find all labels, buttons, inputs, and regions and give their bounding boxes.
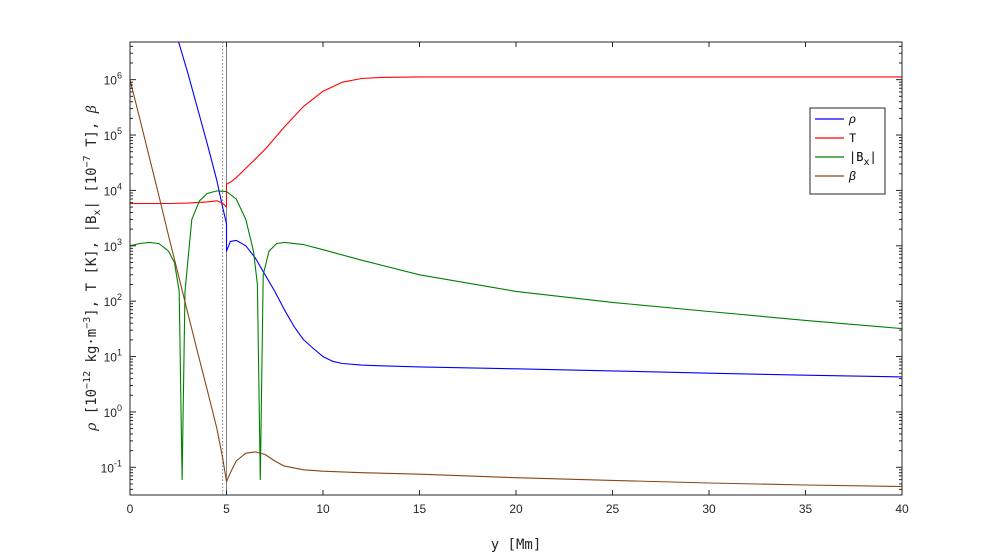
y-axis-label: ρ [10−12 kg·m−3], T [K], |Bx| [10−7 T], … xyxy=(82,105,103,432)
y-tick-label: 106 xyxy=(104,71,122,88)
y-label-rho: ρ xyxy=(84,422,100,432)
x-tick-label: 5 xyxy=(223,502,230,516)
y-label-part-5: ], T [K], |B xyxy=(84,216,100,317)
vertical-markers xyxy=(222,42,227,495)
y-axis-ticks: 10-1 100 101 102 103 104 105 106 xyxy=(101,45,902,490)
y-tick-label: 10-1 xyxy=(101,458,122,475)
x-tick-label: 0 xyxy=(127,502,134,516)
series-line-1 xyxy=(130,76,902,208)
x-tick-label: 35 xyxy=(799,502,813,516)
legend-box xyxy=(809,107,886,195)
legend-label: β xyxy=(848,169,856,183)
series-line-3 xyxy=(130,79,902,488)
y-tick-label: 101 xyxy=(104,348,122,365)
y-tick-label: 105 xyxy=(104,126,122,143)
y-label-part-9: T], xyxy=(84,113,100,155)
plot-area: 0 5 10 15 20 25 30 35 40 10-11001011021031041051… xyxy=(101,41,909,516)
series-line-0 xyxy=(178,42,902,378)
y-label-exp-1: −12 xyxy=(82,371,93,389)
y-label-sub-x: x xyxy=(92,210,103,216)
x-tick-label: 10 xyxy=(316,502,330,516)
legend-label: |Bx| xyxy=(849,150,877,168)
y-tick-label: 104 xyxy=(104,181,122,198)
y-label-exp-2: −3 xyxy=(82,317,93,329)
series-lines xyxy=(130,42,902,488)
y-tick-label: 103 xyxy=(104,237,122,254)
y-label-part-3: kg·m xyxy=(84,329,100,371)
legend-label: T xyxy=(849,131,857,145)
series-line-2 xyxy=(130,190,902,481)
x-axis-ticks: 0 5 10 15 20 25 30 35 40 xyxy=(127,42,909,516)
x-tick-label: 40 xyxy=(895,502,909,516)
y-tick-label: 102 xyxy=(104,292,122,309)
y-label-part-1: [10 xyxy=(84,389,100,423)
y-label-part-7: | [10 xyxy=(84,167,100,209)
y-tick-label: 100 xyxy=(104,403,122,420)
y-label-exp-3: −7 xyxy=(82,155,93,167)
y-label-beta: β xyxy=(84,105,100,114)
legend-label: ρ xyxy=(848,112,856,126)
x-axis-label: y [Mm] xyxy=(491,537,542,553)
x-tick-label: 25 xyxy=(606,502,620,516)
x-tick-label: 30 xyxy=(702,502,716,516)
x-tick-label: 20 xyxy=(509,502,523,516)
chart-legend: ρT |Bx|β xyxy=(809,107,886,195)
x-tick-label: 15 xyxy=(413,502,427,516)
